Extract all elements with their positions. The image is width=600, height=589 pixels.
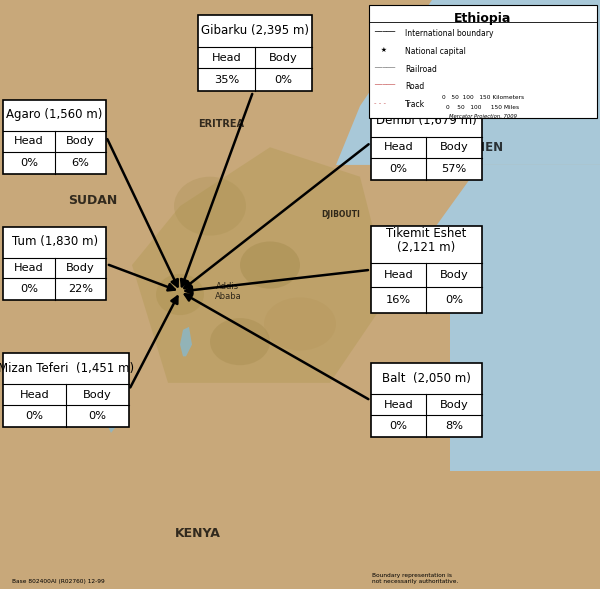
Text: 0%: 0%	[20, 284, 38, 294]
Polygon shape	[180, 327, 192, 356]
Text: ─────: ─────	[374, 82, 395, 88]
Bar	[3, 227, 106, 300]
Text: YEMEN: YEMEN	[457, 141, 503, 154]
Text: Addis
Ababa: Addis Ababa	[215, 282, 241, 301]
Text: - - -: - - -	[374, 100, 386, 106]
Bar	[3, 353, 129, 427]
Text: Body: Body	[440, 270, 469, 280]
Text: Ethiopia: Ethiopia	[454, 12, 512, 25]
Text: Balt  (2,050 m): Balt (2,050 m)	[382, 372, 471, 385]
Text: 6%: 6%	[71, 158, 89, 168]
Text: Head: Head	[20, 390, 49, 399]
Ellipse shape	[264, 297, 336, 350]
Bar	[371, 106, 482, 180]
Text: National capital: National capital	[405, 47, 466, 56]
Text: Boundary representation is
not necessarily authoritative.: Boundary representation is not necessari…	[372, 574, 458, 584]
Text: Head: Head	[383, 400, 413, 409]
Bar	[369, 5, 597, 118]
Polygon shape	[408, 165, 600, 265]
Text: Body: Body	[66, 263, 95, 273]
Text: 35%: 35%	[214, 75, 239, 85]
Text: 22%: 22%	[68, 284, 93, 294]
Ellipse shape	[210, 318, 270, 365]
Polygon shape	[132, 147, 390, 383]
Polygon shape	[336, 0, 600, 165]
Text: KENYA: KENYA	[175, 527, 221, 540]
Text: SUDAN: SUDAN	[68, 194, 118, 207]
Text: Railroad: Railroad	[405, 65, 437, 74]
Text: ─────: ─────	[374, 29, 395, 35]
Text: DJIBOUTI: DJIBOUTI	[322, 210, 360, 220]
Text: Body: Body	[269, 52, 298, 62]
Text: Body: Body	[440, 400, 469, 409]
Text: Gibarku (2,395 m): Gibarku (2,395 m)	[201, 24, 309, 37]
Ellipse shape	[174, 177, 246, 236]
Text: Track: Track	[405, 100, 425, 109]
Text: 57%: 57%	[442, 164, 467, 174]
Text: International boundary: International boundary	[405, 29, 493, 38]
Text: 8%: 8%	[445, 421, 463, 431]
Text: Head: Head	[14, 263, 44, 273]
Bar	[3, 100, 106, 174]
Text: Tikemit Eshet
(2,121 m): Tikemit Eshet (2,121 m)	[386, 227, 466, 254]
Text: 0%: 0%	[389, 421, 407, 431]
Text: Body: Body	[66, 137, 95, 146]
Text: 0%: 0%	[275, 75, 293, 85]
Text: Dembi (1,679 m): Dembi (1,679 m)	[376, 114, 476, 127]
Polygon shape	[450, 265, 600, 471]
Text: SO: SO	[428, 368, 448, 380]
Text: 0%: 0%	[89, 411, 107, 421]
Text: ERITREA: ERITREA	[198, 119, 244, 128]
Text: ─────: ─────	[374, 65, 395, 71]
Text: Mercator Projection, 7009: Mercator Projection, 7009	[449, 114, 517, 119]
Ellipse shape	[156, 274, 204, 315]
Text: Mizan Teferi  (1,451 m): Mizan Teferi (1,451 m)	[0, 362, 134, 375]
Ellipse shape	[240, 241, 300, 289]
Text: Road: Road	[405, 82, 424, 91]
Polygon shape	[103, 368, 129, 433]
Text: Head: Head	[383, 270, 413, 280]
Text: Tum (1,830 m): Tum (1,830 m)	[11, 235, 98, 248]
Bar	[198, 15, 312, 91]
Text: 0   50  100   150 Kilometers: 0 50 100 150 Kilometers	[442, 95, 524, 100]
Text: Agaro (1,560 m): Agaro (1,560 m)	[7, 108, 103, 121]
Text: 0%: 0%	[445, 295, 463, 305]
Text: ★: ★	[374, 47, 387, 53]
Text: 0%: 0%	[25, 411, 44, 421]
Text: Head: Head	[383, 143, 413, 152]
Text: 0%: 0%	[20, 158, 38, 168]
Text: Head: Head	[212, 52, 241, 62]
Text: 0    50   100     150 Miles: 0 50 100 150 Miles	[446, 105, 520, 110]
Text: Head: Head	[14, 137, 44, 146]
Text: Body: Body	[83, 390, 112, 399]
Text: 0%: 0%	[389, 164, 407, 174]
Text: Base 802400AI (R02760) 12-99: Base 802400AI (R02760) 12-99	[12, 580, 105, 584]
Text: 16%: 16%	[386, 295, 411, 305]
Bar	[371, 226, 482, 313]
Text: SAUDI
ARABIA: SAUDI ARABIA	[451, 57, 497, 78]
Text: Body: Body	[440, 143, 469, 152]
Bar	[371, 363, 482, 437]
